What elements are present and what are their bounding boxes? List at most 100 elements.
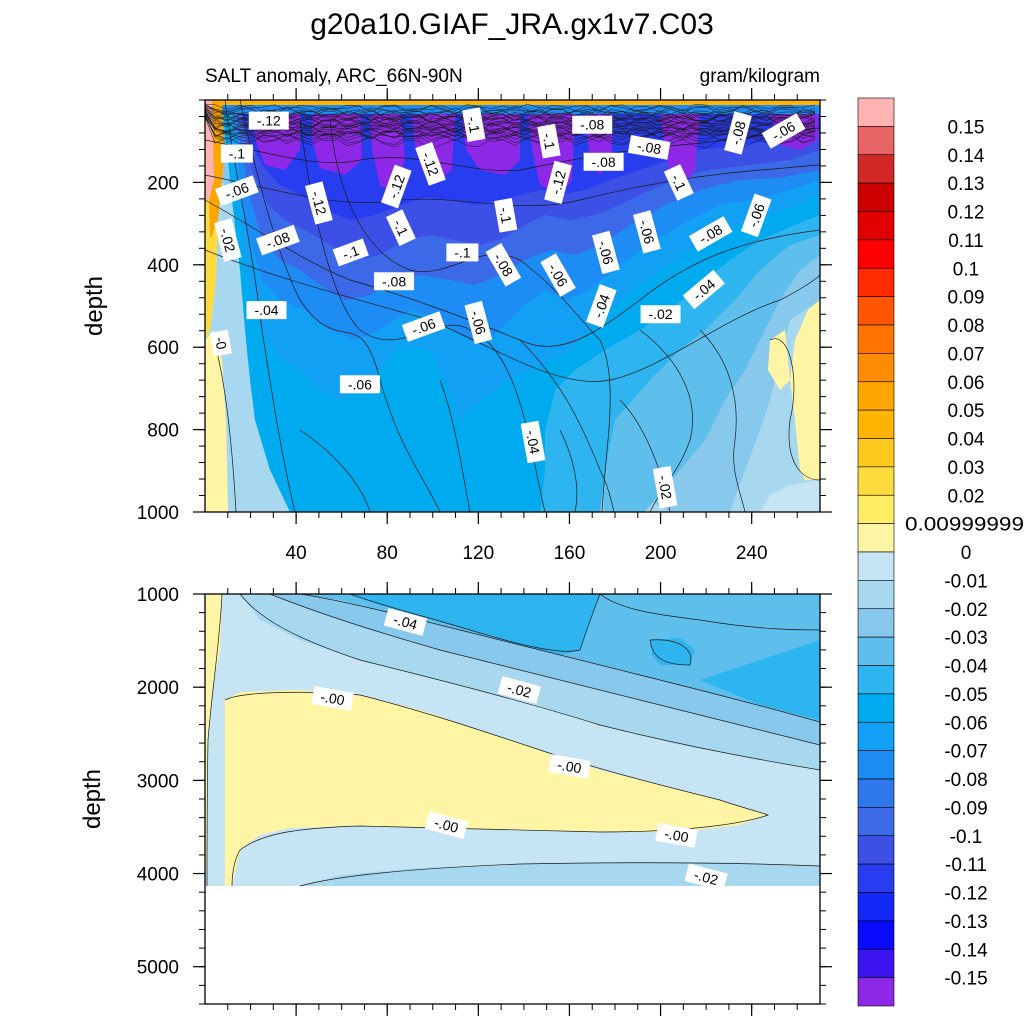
- contour-label: -.08: [583, 152, 624, 171]
- contour-label: -.1: [494, 198, 518, 233]
- contour-label: -.00: [424, 811, 469, 839]
- colorbar-swatch: [857, 267, 895, 297]
- contour-label-bg: [627, 135, 671, 160]
- contour-label: -.12: [415, 141, 446, 186]
- contour-label: -.04: [586, 284, 617, 328]
- colorbar-label: -0.03: [944, 628, 987, 649]
- fill-lower-m04: [300, 594, 820, 722]
- colorbar-swatch: [857, 523, 895, 553]
- upper-surface-contour: [205, 111, 816, 131]
- fill-lower-m05b: [650, 638, 695, 665]
- upper-surface-contour: [205, 112, 816, 134]
- colorbar-label: -0.07: [944, 742, 987, 763]
- colorbar-label: 0.07: [948, 344, 985, 365]
- upper-surface-contour: [205, 113, 816, 139]
- contour-label-text: -.04: [590, 292, 613, 320]
- y-tick-label: 1000: [137, 503, 179, 524]
- contour-label-bg: [540, 253, 576, 297]
- contour-label-bg: [761, 113, 806, 149]
- contour-label-bg: [374, 272, 415, 291]
- colorbar-swatch: [857, 892, 895, 922]
- colorbar-label: 0.08: [948, 316, 985, 337]
- contour-label-bg: [583, 152, 624, 171]
- upper-contour-line: [559, 429, 578, 512]
- colorbar-label: -0.02: [944, 600, 987, 621]
- contour-label: -.04: [520, 420, 546, 464]
- upper-surface-contour: [205, 106, 816, 121]
- contour-label-text: -.1: [540, 132, 559, 151]
- contour-label-text: -.1: [229, 146, 246, 162]
- contour-label: -.06: [464, 300, 493, 345]
- colorbar-label: -0.08: [944, 770, 987, 791]
- colorbar-swatch: [857, 665, 895, 695]
- contour-label: -.06: [401, 311, 446, 342]
- lower-contour-line: [599, 594, 820, 631]
- contour-label-text: -.12: [547, 168, 569, 196]
- contour-label: -.12: [381, 164, 412, 209]
- contour-label-text: -.02: [692, 866, 720, 888]
- contour-label-bg: [256, 224, 300, 256]
- contour-label-bg: [684, 863, 728, 892]
- contour-label: -.02: [213, 218, 242, 262]
- colorbar-swatch: [857, 977, 895, 1007]
- contour-label-bg: [537, 123, 561, 159]
- upper-surface-contour: [205, 114, 816, 144]
- contour-label-bg: [663, 164, 694, 201]
- chart-title: g20a10.GIAF_JRA.gx1v7.C03: [310, 8, 714, 41]
- lower-contour-line: [239, 594, 820, 771]
- colorbar-swatch: [857, 750, 895, 780]
- colorbar-label: 0: [961, 543, 972, 564]
- x-tick-label: 240: [736, 543, 768, 564]
- contour-label: -.00: [548, 754, 591, 779]
- contour-label-bg: [592, 230, 620, 275]
- colorbar-label: 0.15: [948, 117, 985, 138]
- upper-surface-contour: [205, 108, 816, 126]
- contour-label: -.02: [684, 863, 728, 892]
- y-tick-label: 5000: [137, 958, 179, 979]
- upper-contour-line: [519, 339, 615, 512]
- x-tick-label: 120: [462, 543, 494, 564]
- contour-label-text: -.06: [636, 218, 658, 246]
- contour-label: -.1: [385, 209, 416, 247]
- contour-label-text: -.08: [580, 117, 604, 133]
- contour-label: -.02: [497, 676, 541, 704]
- colorbar-swatch: [857, 778, 895, 808]
- contour-label: -.06: [215, 175, 259, 206]
- contour-label: -.06: [592, 230, 620, 275]
- upper-surface-contour: [205, 115, 816, 139]
- contour-label-text: -0: [212, 336, 230, 351]
- fill-bottom-right: [760, 480, 820, 512]
- lower-contour-line: [299, 594, 820, 723]
- y-tick-label: 2000: [137, 678, 179, 699]
- contour-label-bg: [305, 181, 333, 225]
- colorbar-swatch: [857, 324, 895, 354]
- contour-label-bg: [332, 238, 369, 267]
- lower-panel: -.04 -.00 -.02 -.00 -.00 -.00 -.02 1000 2000 300…: [79, 582, 832, 1016]
- contour-label-text: -.12: [385, 172, 408, 200]
- lower-contour-labels: -.04 -.00 -.02 -.00 -.00 -.00 -.02: [311, 608, 728, 892]
- colorbar-swatch: [857, 97, 895, 127]
- upper-contour-line: [205, 249, 820, 382]
- colorbar-swatch: [857, 693, 895, 723]
- contour-label-bg: [381, 164, 412, 209]
- contour-label-text: -.06: [595, 239, 617, 267]
- contour-label-bg: [462, 107, 486, 143]
- fill-lower-m05c: [700, 640, 820, 720]
- lower-x-ticks: [227, 582, 798, 1016]
- contour-label-bg: [213, 218, 242, 262]
- colorbar-label: -0.04: [944, 657, 988, 678]
- contour-label-text: -.04: [392, 611, 420, 633]
- colorbar-swatch: [857, 835, 895, 865]
- bathymetry-mask: [205, 886, 820, 1004]
- contour-label: -.1: [332, 238, 369, 267]
- contour-label-bg: [424, 811, 469, 839]
- contour-label-bg: [544, 160, 572, 205]
- lower-contour-line: [649, 639, 692, 666]
- contour-label-bg: [415, 141, 446, 186]
- colorbar-label: 0.13: [948, 174, 985, 195]
- colorbar-label: 0.14: [948, 146, 985, 167]
- colorbar-label: -0.06: [944, 713, 987, 734]
- colorbar-swatch: [857, 381, 895, 411]
- lower-contour-line: [206, 594, 223, 887]
- upper-contour-fill: [205, 100, 820, 512]
